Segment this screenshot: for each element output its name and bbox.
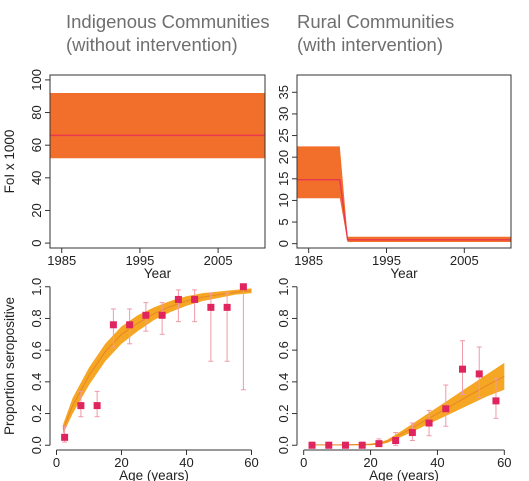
data-point <box>207 304 214 311</box>
y-tick-label: 0.4 <box>29 373 44 391</box>
y-tick-label: 0.0 <box>29 436 44 454</box>
data-point <box>359 442 366 449</box>
foi-credible-band <box>50 93 265 158</box>
y-tick-label: 1.0 <box>29 278 44 296</box>
x-tick-label: 60 <box>497 455 511 470</box>
x-tick-label: 0 <box>300 455 307 470</box>
y-tick-label: 20 <box>276 150 291 164</box>
foi-credible-band <box>297 146 511 242</box>
y-tick-label: 5 <box>276 218 291 225</box>
data-point <box>240 283 247 290</box>
y-tick-label: 20 <box>29 203 44 217</box>
data-point <box>142 312 149 319</box>
data-point <box>476 370 483 377</box>
data-point <box>126 321 133 328</box>
data-point <box>224 304 231 311</box>
data-point <box>342 442 349 449</box>
y-tick-label: 40 <box>29 171 44 185</box>
x-tick-label: 1985 <box>47 253 76 268</box>
data-point <box>459 366 466 373</box>
data-point <box>159 312 166 319</box>
y-tick-label: 0.4 <box>276 373 291 391</box>
y-tick-label: 0.2 <box>29 405 44 423</box>
data-point <box>409 429 416 436</box>
seroprevalence-band <box>63 288 252 434</box>
y-tick-label: 15 <box>276 172 291 186</box>
plot-area <box>297 146 511 242</box>
y-tick-label: 60 <box>29 138 44 152</box>
data-point <box>392 437 399 444</box>
y-tick-label: 25 <box>276 128 291 142</box>
data-point <box>442 405 449 412</box>
y-tick-label: 0.6 <box>276 341 291 359</box>
data-point <box>77 402 84 409</box>
y-tick-label: 0 <box>29 239 44 246</box>
data-point <box>191 296 198 303</box>
data-point <box>110 321 117 328</box>
x-axis-title: Age (years) <box>369 468 439 481</box>
y-tick-label: 0.6 <box>29 341 44 359</box>
y-tick-label: 0.8 <box>276 309 291 327</box>
plot-area <box>310 363 504 445</box>
seroprevalence-band <box>310 363 504 445</box>
data-point <box>309 442 316 449</box>
x-tick-label: 2005 <box>204 253 233 268</box>
y-tick-label: 35 <box>276 85 291 99</box>
y-tick-label: 100 <box>29 69 44 91</box>
plot-area <box>63 288 252 434</box>
data-point <box>61 434 68 441</box>
x-tick-label: 60 <box>244 455 258 470</box>
x-axis-title: Year <box>390 266 418 281</box>
y-tick-label: 0 <box>276 240 291 247</box>
data-point <box>325 442 332 449</box>
y-tick-label: 30 <box>276 107 291 121</box>
y-tick-label: 80 <box>29 105 44 119</box>
x-axis-title: Age (years) <box>119 468 189 481</box>
y-tick-label: 0.2 <box>276 405 291 423</box>
plot-area <box>50 93 265 158</box>
y-tick-label: 0.8 <box>29 309 44 327</box>
data-point <box>426 420 433 427</box>
x-tick-label: 1985 <box>294 253 323 268</box>
data-point <box>375 440 382 447</box>
x-axis-title: Year <box>144 266 172 281</box>
y-tick-label: 1.0 <box>276 278 291 296</box>
y-tick-label: 10 <box>276 193 291 207</box>
data-point <box>175 296 182 303</box>
x-tick-label: 2005 <box>450 253 479 268</box>
y-axis-title: FoI x 1000 <box>2 130 17 194</box>
data-point <box>492 397 499 404</box>
x-tick-label: 0 <box>53 455 60 470</box>
data-point <box>94 402 101 409</box>
y-tick-label: 0.0 <box>276 436 291 454</box>
y-axis-title: Proportion seropositive <box>2 297 17 435</box>
